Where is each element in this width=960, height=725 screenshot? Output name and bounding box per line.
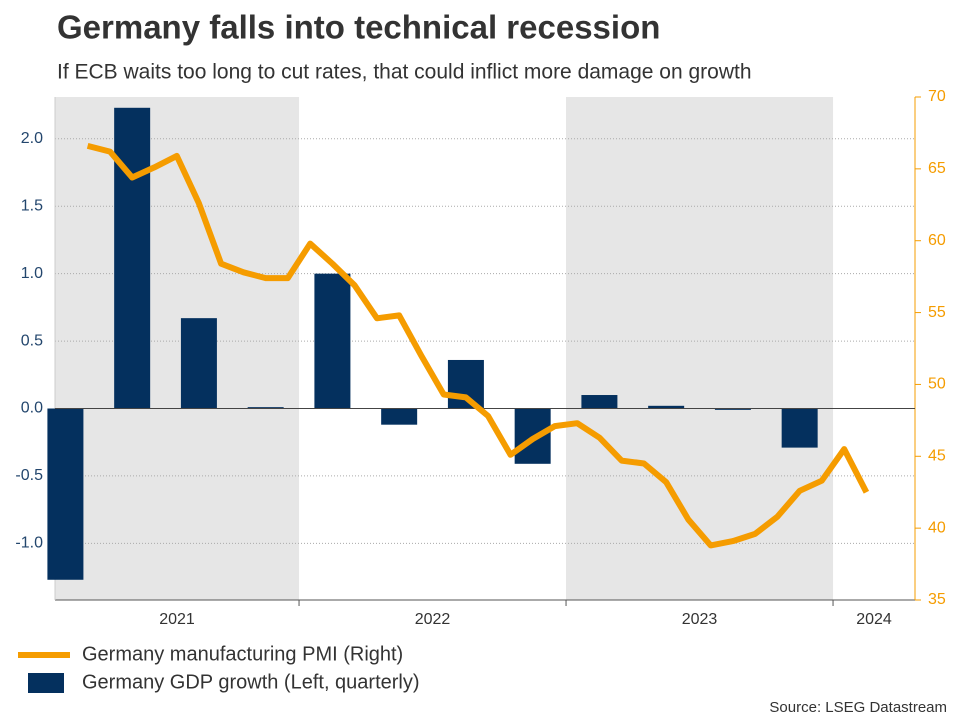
legend-label: Germany GDP growth (Left, quarterly)	[82, 671, 420, 693]
chart-title: Germany falls into technical recession	[57, 9, 660, 46]
y-tick-label: 1.5	[21, 197, 43, 214]
year-shade	[566, 97, 834, 600]
x-tick-label: 2022	[415, 611, 451, 628]
y2-tick-label: 70	[928, 88, 946, 105]
y2-tick-label: 65	[928, 160, 946, 177]
bar	[247, 407, 284, 409]
year-shade	[55, 97, 300, 600]
x-tick-label: 2024	[856, 611, 892, 628]
source-note: Source: LSEG Datastream	[769, 699, 947, 716]
y-tick-label: 2.0	[21, 130, 43, 147]
pmi-line	[86, 142, 870, 549]
y2-tick-label: 60	[928, 232, 946, 249]
bar	[114, 107, 151, 409]
legend-swatch	[28, 673, 64, 693]
y2-tick-label: 40	[928, 519, 946, 536]
y2-tick-label: 45	[928, 448, 946, 465]
legend-label: Germany manufacturing PMI (Right)	[82, 643, 403, 665]
y2-tick-label: 35	[928, 591, 946, 608]
bar	[180, 318, 217, 409]
x-tick-label: 2021	[159, 611, 195, 628]
y-tick-label: -0.5	[15, 467, 43, 484]
bar	[314, 273, 351, 409]
y-tick-label: 0.0	[21, 400, 43, 417]
y2-tick-label: 50	[928, 376, 946, 393]
bar	[581, 395, 618, 409]
bar	[648, 405, 685, 409]
bar	[381, 408, 418, 425]
bar	[781, 408, 818, 448]
bar	[714, 408, 751, 410]
y-tick-label: 0.5	[21, 332, 43, 349]
x-tick-label: 2023	[682, 611, 718, 628]
y-tick-label: -1.0	[15, 535, 43, 552]
y-tick-label: 1.0	[21, 265, 43, 282]
y2-tick-label: 55	[928, 304, 946, 321]
bar	[47, 408, 84, 580]
chart-subtitle: If ECB waits too long to cut rates, that…	[57, 61, 752, 84]
